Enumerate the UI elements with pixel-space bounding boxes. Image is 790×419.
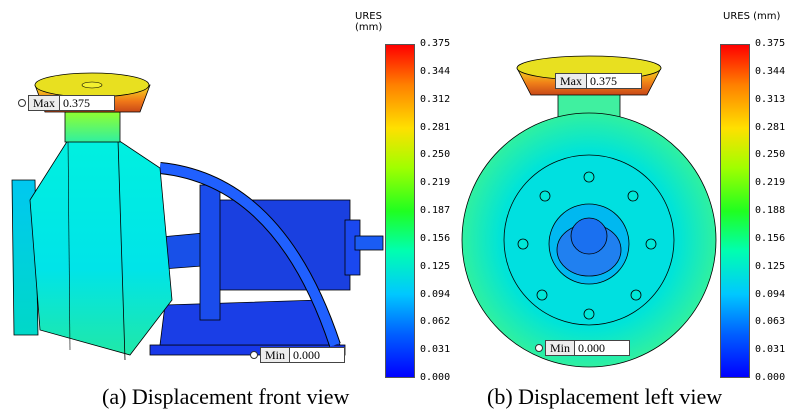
legend-tick-label: 0.375 xyxy=(420,38,451,49)
legend-tick-label: 0.125 xyxy=(420,260,451,272)
color-legend-bar xyxy=(385,44,415,378)
legend-tick-label: 0.094 xyxy=(420,288,451,300)
legend-tick-label: 0.219 xyxy=(755,177,786,189)
legend-tick-label: 0.312 xyxy=(420,93,451,105)
max-probe: Max 0.375 xyxy=(18,95,115,111)
probe-point-icon xyxy=(250,351,258,359)
legend-tick-label: 0.031 xyxy=(755,344,786,356)
legend-tick-label: 0.281 xyxy=(420,121,451,133)
shaft-end xyxy=(570,217,608,255)
min-label: Min xyxy=(260,347,291,363)
min-value: 0.000 xyxy=(575,340,631,356)
max-value: 0.375 xyxy=(587,73,642,89)
pump-left-view xyxy=(461,55,717,368)
legend-tick-label: 0.250 xyxy=(755,149,786,161)
legend-tick-label: 0.250 xyxy=(420,149,451,161)
volute-casing xyxy=(29,139,173,356)
probe-point-icon xyxy=(535,344,543,352)
max-value: 0.375 xyxy=(60,95,115,111)
legend-tick-label: 0.187 xyxy=(420,205,451,216)
legend-tick-label: 0.156 xyxy=(420,232,451,244)
bracket-post xyxy=(199,184,221,321)
legend-tick-label: 0.062 xyxy=(420,316,451,328)
max-probe: Max 0.375 xyxy=(555,73,642,89)
discharge-neck xyxy=(64,111,121,143)
min-probe: Min 0.000 xyxy=(535,340,631,356)
bolt-holes xyxy=(517,171,657,320)
legend-tick-label: 0.125 xyxy=(755,260,786,272)
legend-tick-label: 0.156 xyxy=(755,232,786,244)
legend-tick-label: 0.281 xyxy=(755,121,786,133)
legend-tick-label: 0.000 xyxy=(755,372,786,383)
color-legend-bar xyxy=(720,44,750,378)
legend-tick-label: 0.188 xyxy=(755,205,786,216)
legend-tick-label: 0.344 xyxy=(420,65,451,77)
legend-tick-label: 0.063 xyxy=(755,316,786,328)
caption-front-view: (a) Displacement front view xyxy=(102,384,350,409)
max-label: Max xyxy=(28,95,60,111)
legend-tick-label: 0.313 xyxy=(755,93,786,105)
legend-tick-label: 0.000 xyxy=(420,372,451,383)
left-view-panel: URES (mm) 0.375 0.344 0.313 0.281 0.250 0.219… xyxy=(395,0,790,419)
front-view-panel: URES (mm) 0.375 0.344 0.312 0.281 0.250 0.219… xyxy=(0,0,450,419)
legend-title: URES (mm) xyxy=(355,11,383,33)
caption-left-view: (b) Displacement left view xyxy=(487,384,723,409)
legend-tick-label: 0.375 xyxy=(755,38,786,49)
probe-point-icon xyxy=(18,99,26,107)
legend-tick-label: 0.094 xyxy=(755,288,786,300)
min-label: Min xyxy=(545,340,576,356)
legend-tick-label: 0.219 xyxy=(420,177,451,189)
pump-front-view xyxy=(11,72,384,361)
shaft xyxy=(354,235,384,251)
legend-tick-label: 0.344 xyxy=(755,65,786,77)
support-bracket xyxy=(159,299,341,346)
legend-tick-label: 0.031 xyxy=(420,344,451,356)
max-label: Max xyxy=(555,73,587,89)
min-value: 0.000 xyxy=(290,347,346,363)
legend-title: URES (mm) xyxy=(723,11,781,22)
min-probe: Min 0.000 xyxy=(250,347,346,363)
